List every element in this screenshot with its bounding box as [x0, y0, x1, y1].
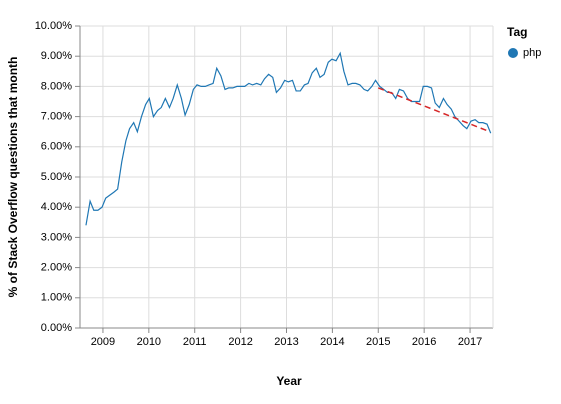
y-tick-label: 0.00% — [41, 322, 72, 334]
x-tick-label: 2015 — [366, 336, 390, 348]
y-tick-label: 2.00% — [41, 262, 72, 274]
x-tick-label: 2017 — [458, 336, 482, 348]
legend-symbol — [508, 48, 518, 58]
x-tick-label: 2012 — [228, 336, 252, 348]
trend-line — [378, 87, 491, 133]
legend-title: Tag — [507, 25, 527, 39]
x-axis-title: Year — [276, 374, 302, 388]
y-axis-title: % of Stack Overflow questions that month — [6, 57, 20, 298]
y-tick-label: 1.00% — [41, 292, 72, 304]
x-tick-label: 2013 — [274, 336, 298, 348]
y-tick-label: 4.00% — [41, 201, 72, 213]
legend-label: php — [523, 47, 541, 59]
x-tick-label: 2009 — [91, 336, 115, 348]
x-tick-label: 2011 — [183, 336, 207, 348]
y-tick-label: 9.00% — [41, 50, 72, 62]
y-tick-label: 5.00% — [41, 171, 72, 183]
line — [85, 51, 492, 226]
x-tick-label: 2014 — [320, 336, 344, 348]
y-tick-label: 3.00% — [41, 231, 72, 243]
y-tick-label: 8.00% — [41, 80, 72, 92]
y-tick-label: 6.00% — [41, 141, 72, 153]
x-tick-label: 2016 — [412, 336, 436, 348]
y-tick-label: 7.00% — [41, 111, 72, 123]
x-tick-label: 2010 — [137, 336, 161, 348]
y-tick-label: 10.00% — [35, 20, 73, 32]
